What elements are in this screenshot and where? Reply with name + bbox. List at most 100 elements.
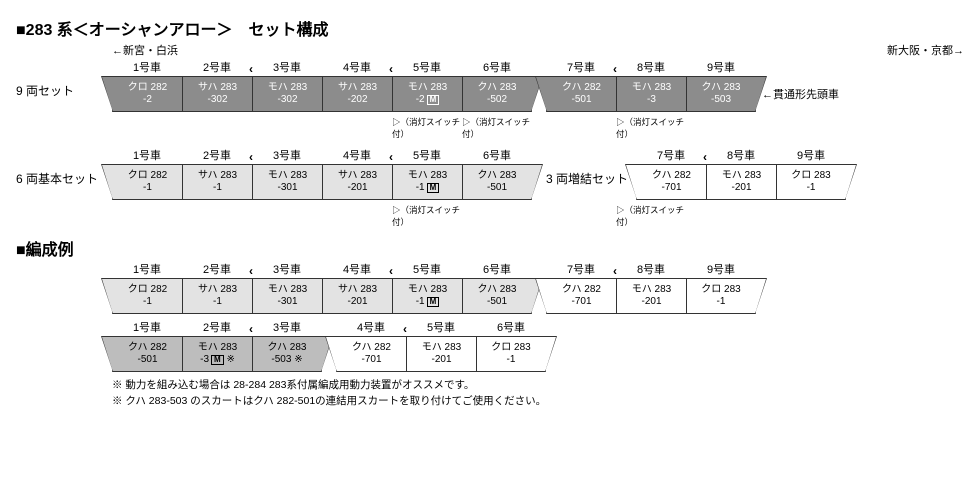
car-number-label: 6号車: [476, 320, 546, 336]
footnote-1: ※ 動力を組み込む場合は 28-284 283系付属編成用動力装置がオススメです…: [112, 378, 964, 394]
switch-notes-set6: ▷（消灯スイッチ付） ▷（消灯スイッチ付）: [16, 204, 964, 228]
motor-badge: M: [427, 95, 440, 105]
switch-note: ▷（消灯スイッチ付）: [392, 204, 462, 228]
car-number-label: 4号車: [336, 320, 406, 336]
car-column: 1号車クロ 282-1: [112, 148, 182, 200]
car-number-label: 4号車: [322, 60, 392, 76]
motor-badge: M: [211, 355, 224, 365]
train-car: モハ 283-2M: [392, 76, 462, 112]
car-column: 6号車クハ 283-501: [462, 148, 532, 200]
train-car: モハ 283-201: [616, 278, 686, 314]
car-number-label: 7号車: [546, 60, 616, 76]
car-column: 4号車クハ 282-701: [336, 320, 406, 372]
car-column: 6号車クハ 283-502: [462, 60, 532, 112]
arrow-note: ←貫通形先頭車: [756, 60, 839, 102]
car-column: 2号車モハ 283-3M ※: [182, 320, 252, 372]
train-car: サハ 283-302: [182, 76, 252, 112]
car-number-label: 4号車: [322, 148, 392, 164]
car-number-label: 6号車: [462, 148, 532, 164]
car-column: ‹5号車モハ 283-201: [406, 320, 476, 372]
car-column: ‹8号車モハ 283-201: [706, 148, 776, 200]
car-number-label: ‹8号車: [616, 262, 686, 278]
car-number-label: ‹3号車: [252, 60, 322, 76]
train-car: モハ 283-1M: [392, 278, 462, 314]
car-number-label: ‹8号車: [706, 148, 776, 164]
car-number-label: 2号車: [182, 148, 252, 164]
train-car: クロ 282-2: [112, 76, 182, 112]
dir-left: ←新宮・白浜: [112, 42, 178, 58]
car-number-label: ‹5号車: [392, 148, 462, 164]
train-car: サハ 283-201: [322, 278, 392, 314]
car-column: ‹3号車モハ 283-301: [252, 262, 322, 314]
train-car: モハ 283-201: [706, 164, 776, 200]
train-car: クロ 283-1: [686, 278, 756, 314]
train-car: クハ 283-501: [462, 278, 532, 314]
train-car: サハ 283-1: [182, 164, 252, 200]
dir-right: 新大阪・京都→: [887, 42, 964, 58]
train-car: モハ 283-301: [252, 164, 322, 200]
car-number-label: ‹5号車: [392, 60, 462, 76]
car-column: 2号車サハ 283-1: [182, 148, 252, 200]
direction-row: ←新宮・白浜 新大阪・京都→: [16, 42, 964, 58]
train-car: クロ 282-1: [112, 278, 182, 314]
switch-note: ▷（消灯スイッチ付）: [392, 116, 462, 140]
train-car: モハ 283-201: [406, 336, 476, 372]
car-column: ‹3号車クハ 283-503 ※: [252, 320, 322, 372]
label-set6: 6 両基本セット: [16, 148, 112, 187]
switch-note: ▷（消灯スイッチ付）: [462, 116, 532, 140]
car-number-label: 7号車: [546, 262, 616, 278]
train-car: サハ 283-201: [322, 164, 392, 200]
car-number-label: 2号車: [182, 262, 252, 278]
row-ex2: 1号車クハ 282-5012号車モハ 283-3M ※‹3号車クハ 283-50…: [16, 320, 964, 372]
car-number-label: 1号車: [112, 148, 182, 164]
car-column: ‹8号車モハ 283-3: [616, 60, 686, 112]
car-column: 6号車クロ 283-1: [476, 320, 546, 372]
train-car: サハ 283-202: [322, 76, 392, 112]
car-number-label: 1号車: [112, 320, 182, 336]
section-title-2: ■編成例: [16, 236, 964, 260]
car-column: 1号車クハ 282-501: [112, 320, 182, 372]
train-car: クハ 282-501: [112, 336, 182, 372]
car-number-label: 2号車: [182, 60, 252, 76]
car-column: 6号車クハ 283-501: [462, 262, 532, 314]
train-car: クハ 283-503: [686, 76, 756, 112]
car-number-label: 9号車: [686, 262, 756, 278]
car-column: 7号車クハ 282-701: [636, 148, 706, 200]
car-number-label: ‹8号車: [616, 60, 686, 76]
car-column: ‹5号車モハ 283-1M: [392, 148, 462, 200]
train-car: モハ 283-3M ※: [182, 336, 252, 372]
row-ex1: 1号車クロ 282-12号車サハ 283-1‹3号車モハ 283-3014号車サ…: [16, 262, 964, 314]
train-car: クハ 282-501: [546, 76, 616, 112]
car-column: 1号車クロ 282-1: [112, 262, 182, 314]
train-car: クロ 283-1: [476, 336, 546, 372]
car-column: 9号車クハ 283-503: [686, 60, 756, 112]
train-car: モハ 283-302: [252, 76, 322, 112]
train-car: クロ 282-1: [112, 164, 182, 200]
train-car: モハ 283-3: [616, 76, 686, 112]
car-number-label: ‹3号車: [252, 262, 322, 278]
row-set6-3: 6 両基本セット 1号車クロ 282-12号車サハ 283-1‹3号車モハ 28…: [16, 148, 964, 200]
train-car: クハ 282-701: [636, 164, 706, 200]
car-column: ‹8号車モハ 283-201: [616, 262, 686, 314]
car-number-label: 7号車: [636, 148, 706, 164]
car-number-label: ‹5号車: [406, 320, 476, 336]
car-column: ‹5号車モハ 283-1M: [392, 262, 462, 314]
car-column: 9号車クロ 283-1: [686, 262, 756, 314]
car-number-label: 1号車: [112, 60, 182, 76]
car-column: 9号車クロ 283-1: [776, 148, 846, 200]
car-column: ‹3号車モハ 283-302: [252, 60, 322, 112]
train-car: クハ 282-701: [546, 278, 616, 314]
footnotes: ※ 動力を組み込む場合は 28-284 283系付属編成用動力装置がオススメです…: [112, 378, 964, 410]
car-number-label: 9号車: [686, 60, 756, 76]
section-title-1: ■283 系＜オーシャンアロー＞ セット構成: [16, 16, 964, 40]
car-column: 7号車クハ 282-501: [546, 60, 616, 112]
car-column: 4号車サハ 283-202: [322, 60, 392, 112]
motor-badge: M: [427, 183, 440, 193]
train-car: モハ 283-1M: [392, 164, 462, 200]
car-number-label: ‹3号車: [252, 320, 322, 336]
car-column: 4号車サハ 283-201: [322, 148, 392, 200]
car-column: 4号車サハ 283-201: [322, 262, 392, 314]
motor-badge: M: [427, 297, 440, 307]
switch-note: ▷（消灯スイッチ付）: [616, 204, 686, 228]
train-car: サハ 283-1: [182, 278, 252, 314]
